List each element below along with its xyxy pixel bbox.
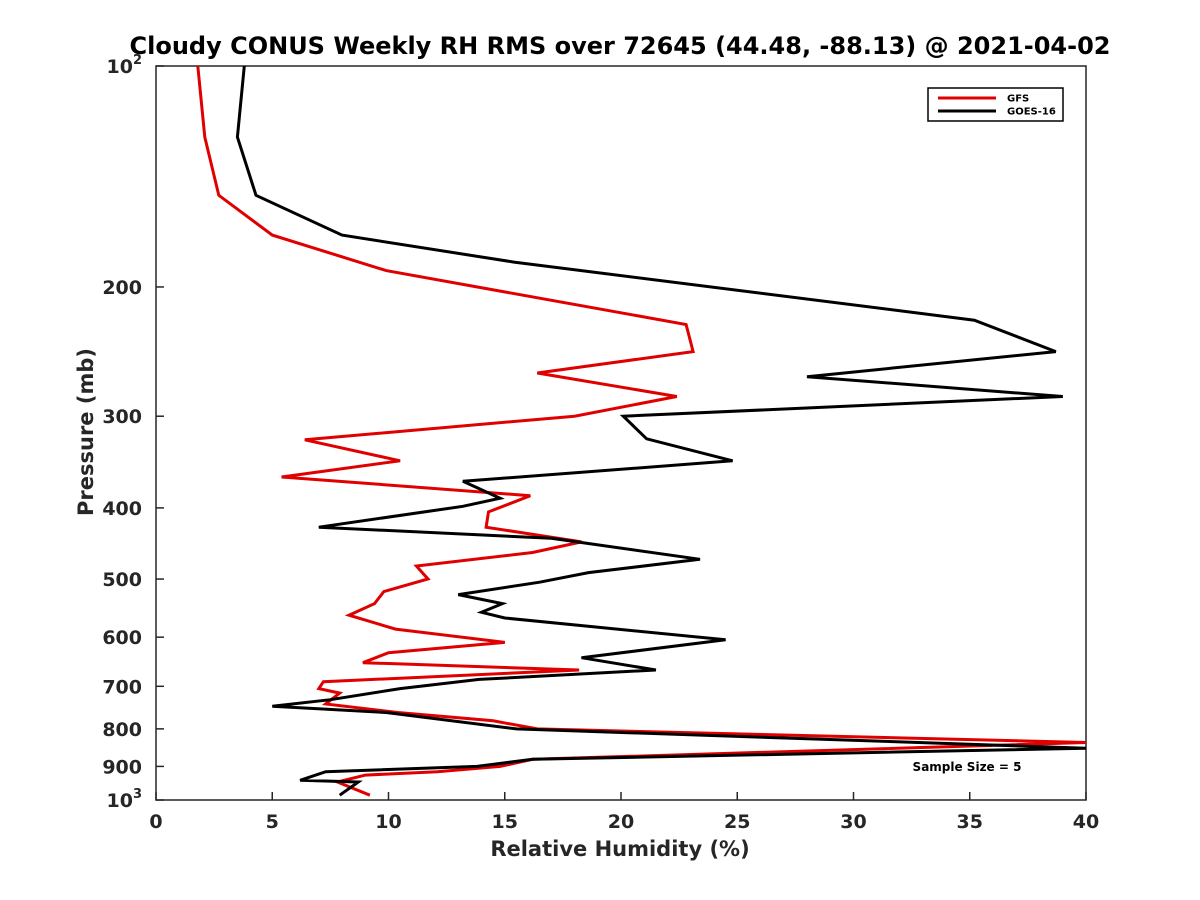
series-line-goes-16 bbox=[235, 65, 1087, 797]
y-tick-label: 400 bbox=[102, 498, 142, 520]
chart-title: Cloudy CONUS Weekly RH RMS over 72645 (4… bbox=[130, 32, 1111, 60]
x-tick-label: 35 bbox=[957, 811, 983, 833]
y-tick-label: 103 bbox=[107, 787, 143, 812]
series-lines bbox=[196, 65, 1087, 797]
x-tick-label: 25 bbox=[724, 811, 750, 833]
y-tick-label: 900 bbox=[102, 756, 142, 778]
x-tick-label: 20 bbox=[608, 811, 634, 833]
x-tick-label: 30 bbox=[840, 811, 866, 833]
x-tick-label: 5 bbox=[266, 811, 279, 833]
x-axis: 0 5 10 15 20 25 30 35 40 bbox=[149, 792, 1099, 833]
legend-label: GOES-16 bbox=[1007, 107, 1056, 118]
y-axis-label: Pressure (mb) bbox=[74, 348, 98, 516]
y-tick-label: 800 bbox=[102, 719, 142, 741]
legend[interactable]: GFS GOES-16 bbox=[927, 87, 1064, 122]
y-axis: 102 200 300 400 500 600 700 800 900 103 bbox=[102, 53, 164, 812]
y-tick-label: 600 bbox=[102, 627, 142, 649]
x-tick-label: 40 bbox=[1073, 811, 1099, 833]
legend-box bbox=[927, 87, 1064, 122]
x-tick-label: 0 bbox=[149, 811, 162, 833]
x-axis-label: Relative Humidity (%) bbox=[490, 837, 749, 861]
y-tick-label: 300 bbox=[102, 406, 142, 428]
y-tick-label: 200 bbox=[102, 277, 142, 299]
series-line-gfs bbox=[196, 65, 1087, 797]
x-tick-label: 15 bbox=[492, 811, 518, 833]
sample-size-annotation: Sample Size = 5 bbox=[913, 760, 1022, 774]
x-tick-label: 10 bbox=[375, 811, 401, 833]
legend-label: GFS bbox=[1007, 94, 1029, 105]
y-tick-label: 500 bbox=[102, 569, 142, 591]
y-tick-label: 700 bbox=[102, 676, 142, 698]
y-tick-label: 102 bbox=[107, 53, 143, 78]
